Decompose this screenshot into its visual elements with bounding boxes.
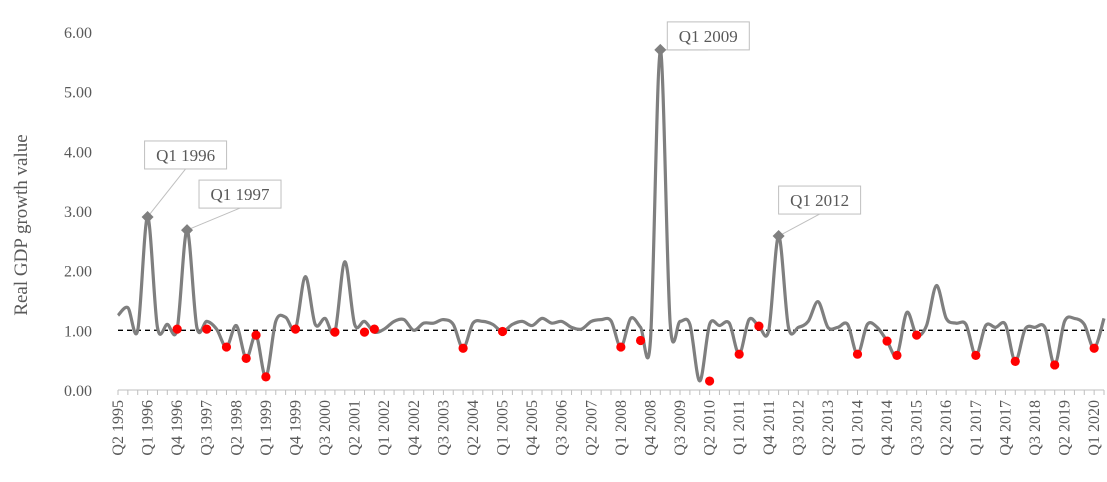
callout-q1-2009: Q1 2009 <box>654 21 750 56</box>
highlighted-point <box>458 343 468 353</box>
highlighted-point <box>705 376 715 386</box>
x-tick-label: Q4 2008 <box>642 400 659 456</box>
highlighted-point <box>971 350 981 360</box>
x-tick-label: Q4 2014 <box>879 400 896 456</box>
highlighted-point <box>172 324 182 334</box>
highlighted-point <box>882 336 892 346</box>
callout-leader-line <box>147 168 186 218</box>
x-tick-label: Q1 1999 <box>258 400 275 456</box>
callout-box <box>144 140 228 170</box>
callout-diamond-marker <box>772 230 785 243</box>
callout-box <box>666 21 750 51</box>
highlighted-point <box>1010 356 1020 366</box>
callout-q1-1996: Q1 1996 <box>141 140 228 223</box>
callout-q1-1997: Q1 1997 <box>181 179 282 237</box>
callout-leader-line <box>778 213 820 237</box>
x-tick-label: Q3 1997 <box>199 400 216 456</box>
highlighted-point <box>221 342 232 352</box>
highlighted-point <box>754 321 764 331</box>
y-tick-label: 4.00 <box>64 144 92 161</box>
x-tick-label: Q2 2007 <box>583 400 600 456</box>
callout-box <box>198 179 282 209</box>
highlighted-point <box>359 327 370 337</box>
x-tick-label: Q3 2000 <box>317 400 334 456</box>
callout-leader-line <box>186 207 241 231</box>
x-tick-label: Q3 2015 <box>909 400 926 456</box>
x-tick-label: Q3 2012 <box>790 400 807 456</box>
x-tick-label: Q2 1995 <box>110 400 127 456</box>
x-tick-label: Q4 1996 <box>169 400 186 456</box>
callout-label: Q1 1997 <box>211 185 271 204</box>
highlighted-point <box>1050 360 1060 370</box>
x-tick-label: Q2 1998 <box>228 400 245 456</box>
x-tick-label: Q3 2006 <box>554 400 571 456</box>
x-tick-label: Q1 2014 <box>850 400 867 456</box>
highlighted-point <box>616 342 626 352</box>
x-tick-label: Q2 2001 <box>347 400 364 456</box>
x-tick-label: Q1 2011 <box>731 400 748 455</box>
x-tick-label: Q2 2019 <box>1057 400 1074 456</box>
callout-diamond-marker <box>141 210 154 223</box>
x-tick-label: Q1 2002 <box>376 400 393 456</box>
highlighted-point <box>241 353 251 363</box>
x-tick-label: Q4 2011 <box>761 400 778 455</box>
highlighted-points <box>172 321 1099 386</box>
x-tick-label: Q4 2017 <box>997 400 1014 456</box>
highlighted-point <box>369 324 379 334</box>
y-tick-label: 3.00 <box>64 204 92 221</box>
callout-diamond-marker <box>181 224 194 237</box>
highlighted-point <box>497 326 508 337</box>
x-tick-label: Q3 2003 <box>435 400 452 456</box>
y-axis-title: Real GDP growth value <box>11 134 32 315</box>
highlighted-point <box>202 324 212 334</box>
highlighted-point <box>635 335 646 346</box>
y-tick-label: 2.00 <box>64 264 92 281</box>
y-tick-label: 1.00 <box>64 323 92 340</box>
callout-diamond-marker <box>654 43 667 56</box>
highlighted-point <box>852 349 863 359</box>
y-axis-ticks: 0.00 1.00 2.00 3.00 4.00 5.00 6.00 <box>64 25 92 400</box>
callout-label: Q1 1996 <box>156 146 215 165</box>
highlighted-point <box>892 350 902 360</box>
x-tick-label: Q2 2010 <box>702 400 719 456</box>
x-axis <box>117 389 1105 395</box>
highlighted-point <box>1089 343 1099 353</box>
callout-q1-2012: Q1 2012 <box>772 185 862 243</box>
x-tick-label: Q2 2016 <box>938 400 955 456</box>
callout-annotations: Q1 1996 Q1 1997 Q1 2009 Q1 2012 <box>141 21 862 243</box>
x-tick-label: Q1 1996 <box>140 400 157 456</box>
highlighted-point <box>330 327 340 337</box>
highlighted-point <box>912 330 922 340</box>
x-tick-label: Q1 2005 <box>495 400 512 456</box>
x-tick-label: Q2 2004 <box>465 400 482 456</box>
y-tick-label: 5.00 <box>64 85 92 102</box>
x-tick-label: Q4 2002 <box>406 400 423 456</box>
x-axis-tick-labels: Q2 1995 Q1 1996 Q4 1996 Q3 1997 Q2 1998 Q1 19… <box>110 400 1103 456</box>
x-tick-label: Q4 1999 <box>287 400 304 456</box>
highlighted-point <box>261 372 271 382</box>
x-tick-label: Q3 2018 <box>1027 400 1044 456</box>
series-line <box>116 48 1106 383</box>
callout-box <box>778 185 862 215</box>
x-tick-label: Q1 2008 <box>613 400 630 456</box>
y-tick-label: 0.00 <box>64 383 92 400</box>
x-tick-label: Q4 2005 <box>524 400 541 456</box>
callout-label: Q1 2012 <box>790 191 849 210</box>
x-tick-label: Q1 2017 <box>968 400 985 456</box>
y-tick-label: 6.00 <box>64 25 92 42</box>
highlighted-point <box>734 349 744 359</box>
x-tick-label: Q2 2013 <box>820 400 837 456</box>
highlighted-point <box>290 324 301 334</box>
highlighted-point <box>251 330 261 340</box>
x-tick-label: Q3 2009 <box>672 400 689 456</box>
x-tick-label: Q1 2020 <box>1086 400 1103 456</box>
callout-label: Q1 2009 <box>679 27 738 46</box>
